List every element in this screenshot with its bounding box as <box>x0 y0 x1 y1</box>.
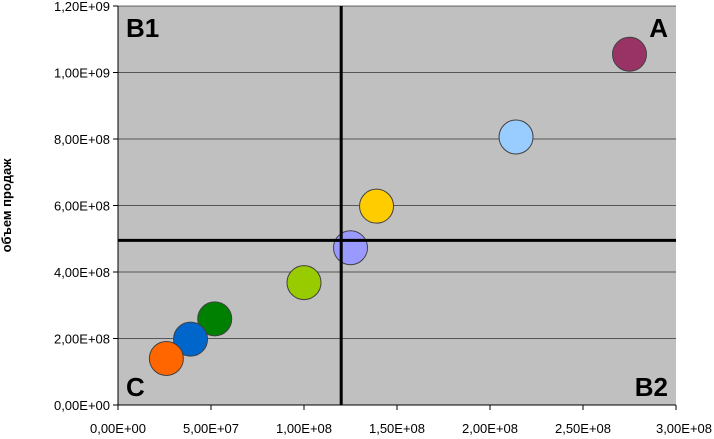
data-point <box>286 265 322 301</box>
data-point <box>612 36 647 72</box>
x-tick-label: 1,00E+08 <box>276 421 332 436</box>
y-axis-title: объем продаж <box>0 158 14 253</box>
data-points <box>148 36 647 376</box>
quadrant-label-c: C <box>126 372 145 402</box>
data-point <box>148 340 184 376</box>
data-point <box>359 188 395 224</box>
data-point <box>173 321 209 357</box>
reference-lines <box>118 6 676 405</box>
quadrant-label-a: A <box>649 13 668 43</box>
quadrant-label-b1: B1 <box>126 13 159 43</box>
x-tick-label: 0,00E+00 <box>90 421 146 436</box>
y-tick-label: 1,00E+09 <box>54 66 110 81</box>
y-tick-label: 0,00E+00 <box>54 398 110 413</box>
gridlines <box>118 5 676 339</box>
quadrant-label-b2: B2 <box>635 372 668 402</box>
x-tick-label: 5,00E+07 <box>183 421 239 436</box>
tick-labels: 0,00E+00 5,00E+07 1,00E+08 1,50E+08 2,00E+08… <box>54 0 712 436</box>
data-point <box>333 230 368 266</box>
x-tick-label: 2,00E+08 <box>462 421 518 436</box>
y-tick-label: 4,00E+08 <box>54 265 110 280</box>
x-tick-label: 2,50E+08 <box>555 421 611 436</box>
y-tick-label: 8,00E+08 <box>54 132 110 147</box>
y-tick-label: 2,00E+08 <box>54 332 110 347</box>
data-point <box>197 301 233 337</box>
axes <box>113 5 677 410</box>
x-tick-label: 3,00E+08 <box>656 421 712 436</box>
x-tick-label: 1,50E+08 <box>369 421 425 436</box>
y-tick-label: 6,00E+08 <box>54 199 110 214</box>
data-point <box>498 119 534 155</box>
y-tick-label: 1,20E+09 <box>54 0 110 14</box>
